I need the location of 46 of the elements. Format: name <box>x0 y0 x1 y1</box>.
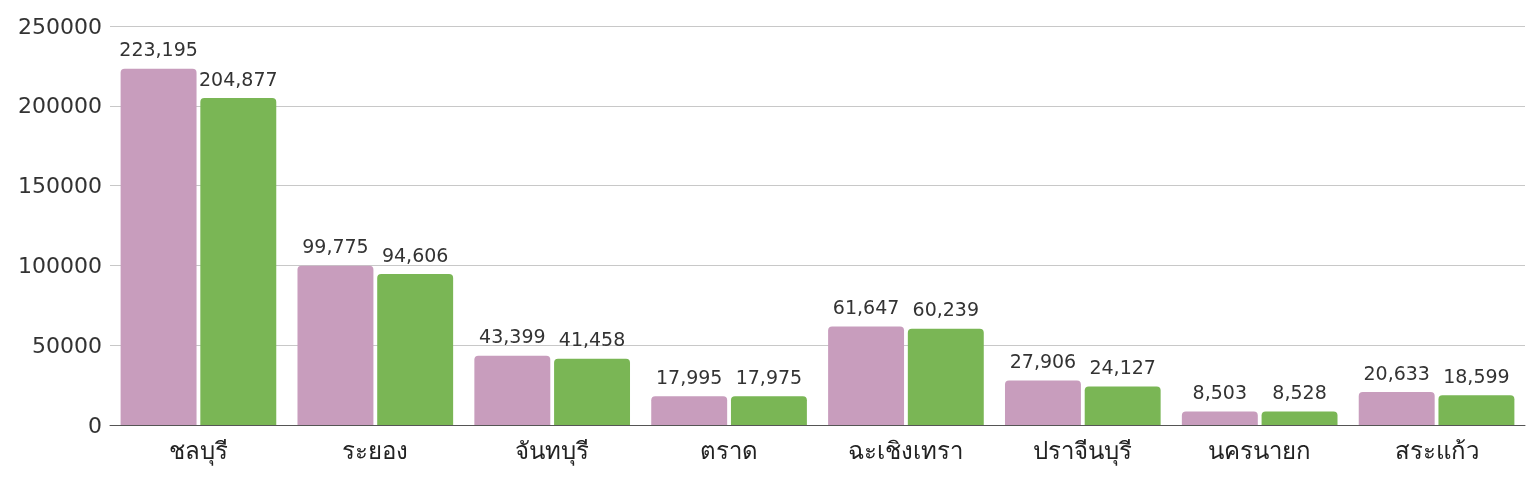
x-tick-label: จันทบุรี <box>515 437 590 466</box>
y-tick-label: 100000 <box>18 252 102 278</box>
data-label: 223,195 <box>119 38 198 61</box>
x-tick-label: ชลบุรี <box>168 437 228 466</box>
y-tick-label: 200000 <box>18 93 102 119</box>
bar <box>1084 386 1161 425</box>
x-tick-label: ปราจีนบุรี <box>1033 437 1133 466</box>
bar <box>554 358 631 425</box>
bar <box>297 265 374 425</box>
x-tick-label: นครนายก <box>1208 437 1312 465</box>
data-label: 41,458 <box>558 328 626 351</box>
y-tick-label: 250000 <box>18 13 102 39</box>
data-label: 27,906 <box>1009 349 1077 372</box>
x-tick-label: ฉะเชิงเทรา <box>848 437 964 465</box>
bar <box>1438 395 1515 425</box>
data-label: 94,606 <box>381 243 449 266</box>
bar <box>1358 392 1435 425</box>
y-tick-label: 150000 <box>18 173 102 199</box>
data-label: 17,975 <box>735 365 803 388</box>
bar <box>120 68 197 425</box>
data-label: 24,127 <box>1089 355 1156 378</box>
x-tick-label: สระแก้ว <box>1394 437 1479 465</box>
bar <box>377 274 454 425</box>
data-label: 18,599 <box>1443 364 1510 387</box>
bar <box>907 328 984 425</box>
data-label: 8,503 <box>1192 380 1248 403</box>
data-label: 8,528 <box>1272 380 1327 403</box>
bar <box>474 355 551 425</box>
bar <box>200 98 277 425</box>
y-tick-label: 0 <box>88 412 102 438</box>
bar <box>730 396 807 425</box>
data-label: 204,877 <box>199 67 278 90</box>
bar <box>1181 411 1258 425</box>
x-tick-label: ตราด <box>700 437 759 465</box>
x-tick-label: ระยอง <box>342 437 409 465</box>
data-label: 20,633 <box>1363 361 1430 384</box>
bar <box>1261 411 1338 425</box>
data-label: 60,239 <box>912 298 980 321</box>
y-tick-label: 50000 <box>32 332 102 358</box>
bar <box>1004 380 1081 425</box>
data-label: 61,647 <box>832 296 900 319</box>
bar <box>828 326 905 425</box>
data-label: 17,995 <box>655 365 723 388</box>
data-label: 99,775 <box>302 235 369 258</box>
bar <box>651 396 728 425</box>
data-label: 43,399 <box>479 325 546 348</box>
